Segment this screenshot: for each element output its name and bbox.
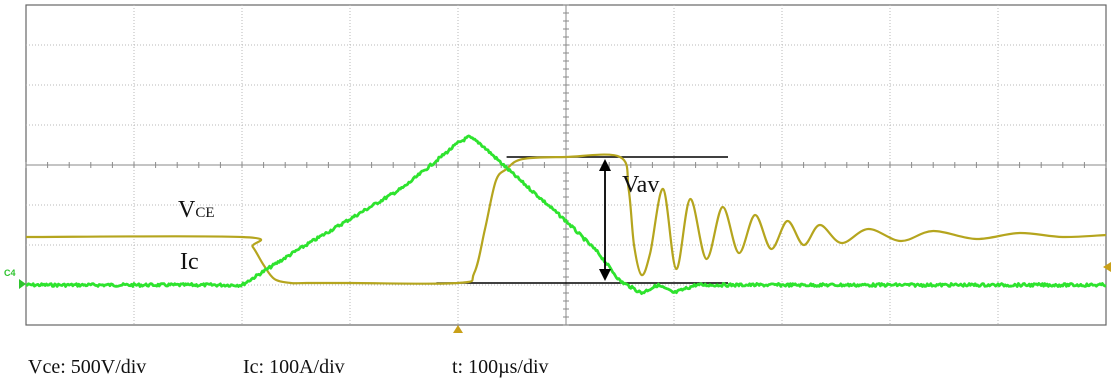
vav-arrow-head-top [599,159,611,171]
traces [25,134,1107,295]
trigger-level-marker [1103,262,1111,272]
ic-scale-text: Ic: 100A/div [243,356,345,378]
vav-arrow-head-bottom [599,269,611,281]
vce-trace [25,153,1107,285]
trigger-position-marker [453,325,463,333]
channel-marker-label: C4 [4,268,16,278]
ic-trace [25,134,1107,295]
vce-label-subscript: CE [195,205,214,221]
vce-label: VCE [178,197,215,223]
markers [19,159,1111,333]
vce-scale-text: Vce: 500V/div [28,356,147,378]
vav-label: Vav [622,172,659,198]
time-scale-text: t: 100µs/div [452,356,549,378]
oscilloscope-plot: VCE Ic Vav C4 [4,4,1111,333]
vce-label-main: V [178,197,196,223]
channel-ground-marker [19,279,26,289]
ic-label: Ic [180,249,199,275]
